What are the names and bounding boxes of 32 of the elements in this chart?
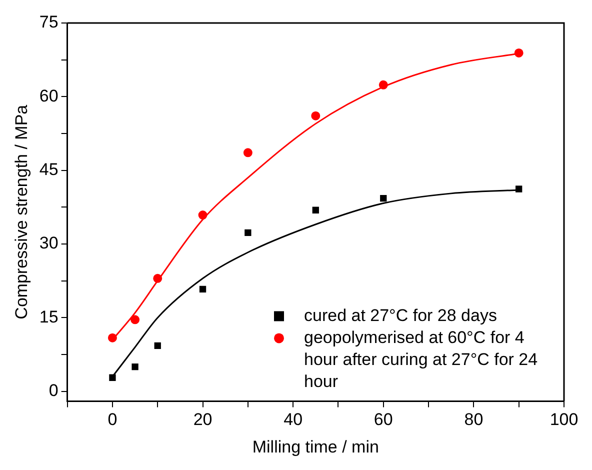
legend-label: geopolymerised at 60°C for 4 hour after curing at 27°C for 24 hour [304,328,538,391]
y-tick-label: 45 [39,160,58,180]
point [311,111,320,120]
x-tick-label: 20 [193,410,212,430]
point [378,80,388,90]
point [312,206,319,214]
point [243,148,252,158]
x-tick-label: 0 [108,410,118,430]
point [514,48,524,58]
point [130,315,140,324]
x-axis-title: Milling time / min [252,437,379,456]
y-tick-label: 30 [39,234,58,253]
y-tick-label: 15 [39,307,58,326]
point [109,374,116,381]
y-tick-label: 60 [39,86,58,106]
x-tick-label: 40 [284,410,303,430]
point [108,333,117,342]
point [153,274,162,283]
point [132,363,138,370]
y-tick-label: 75 [39,12,58,32]
legend-label: cured at 27°C for 28 days [304,306,497,325]
point [380,195,387,202]
y-axis-title: Compressive strength / MPa [12,104,31,320]
point [154,342,161,350]
point [244,229,252,236]
point [198,210,208,220]
x-tick-label: 60 [374,410,393,430]
x-tick-label: 100 [550,410,578,430]
y-tick-label: 0 [48,381,58,400]
point [199,286,206,293]
x-tick-label: 80 [464,410,484,430]
point [516,186,522,192]
